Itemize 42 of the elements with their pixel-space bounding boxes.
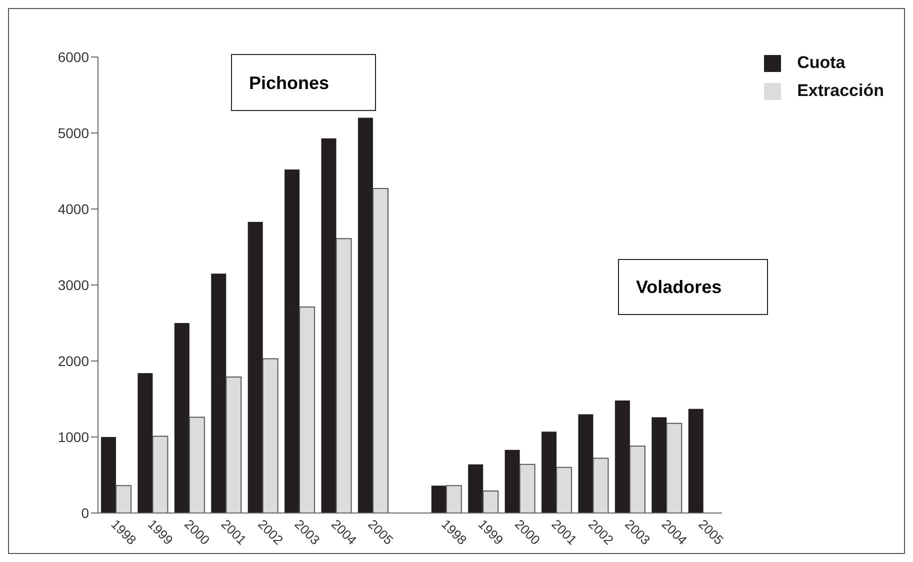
y-tick-label: 0 [81,504,90,521]
bar [226,376,242,513]
bar [482,490,499,513]
bar [152,436,168,513]
bar [116,485,132,513]
legend-label: Cuota [797,53,846,72]
bar [188,416,205,513]
y-tick-label: 3000 [58,276,90,293]
bar [321,138,336,513]
bar [248,222,263,513]
bar [652,417,667,513]
bar [101,437,116,513]
bar [592,458,609,513]
bar [666,422,682,513]
bar [138,373,153,513]
bar [299,306,316,513]
bar [578,414,594,513]
bar [431,486,446,513]
y-tick-label: 1000 [58,428,90,445]
bar [504,450,520,513]
bar [372,188,388,513]
bar [468,464,484,513]
bar [542,432,557,513]
y-tick-label: 6000 [58,48,90,65]
legend-label: Extracción [797,81,884,100]
bar [284,169,300,513]
y-tick-label: 2000 [58,352,90,369]
bar [358,118,373,513]
bar [336,238,352,513]
bar [211,274,226,513]
bar [174,323,190,513]
annotation: Voladores [636,276,722,298]
bar [262,358,278,513]
bar [614,400,630,513]
bar [446,485,462,513]
annotation: Pichones [249,72,330,94]
y-tick-label: 5000 [58,124,90,141]
bar [519,464,536,513]
y-tick-label: 4000 [58,200,90,217]
bar [556,466,572,513]
bar [688,408,704,513]
bar [629,446,646,513]
